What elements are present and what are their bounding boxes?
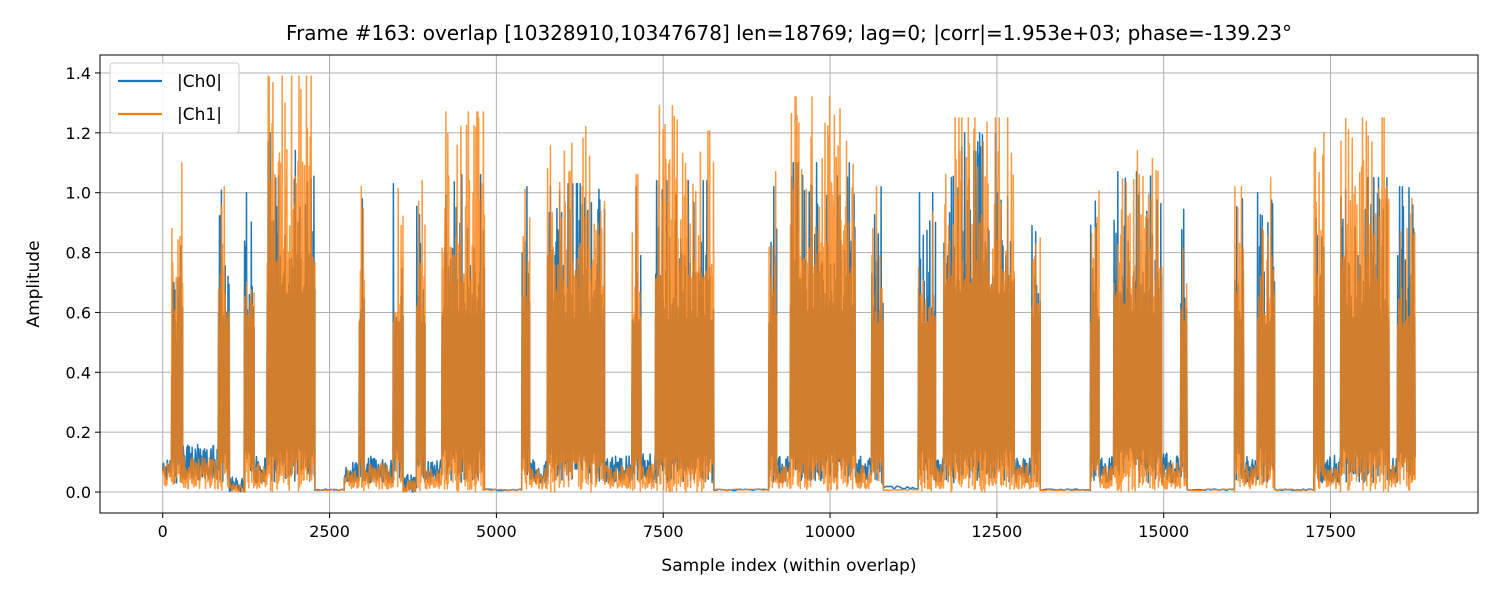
y-tick-label: 1.0 [66,184,91,203]
x-tick-label: 7500 [643,522,684,541]
x-tick-label: 10000 [805,522,856,541]
y-tick-label: 1.4 [66,64,91,83]
series-ch1-line [161,75,1416,493]
x-tick-label: 17500 [1305,522,1356,541]
y-tick-label: 0.6 [66,303,91,322]
y-tick-label: 0.4 [66,363,91,382]
chart-title: Frame #163: overlap [10328910,10347678] … [286,21,1292,45]
x-axis-ticks: 0 2500 5000 7500 10000 12500 15000 17500 [158,513,1356,541]
x-tick-label: 2500 [309,522,350,541]
grid-layer [100,55,1478,513]
x-tick-label: 12500 [971,522,1022,541]
y-tick-label: 0.8 [66,244,91,263]
x-tick-label: 5000 [476,522,517,541]
y-axis-ticks: 0.0 0.2 0.4 0.6 0.8 1.0 1.2 1.4 [66,64,100,502]
series-line-ch1 [161,75,1416,493]
plot-frame [99,54,1479,514]
y-tick-label: 0.0 [66,483,91,502]
legend-label-ch1: |Ch1| [177,105,222,125]
x-tick-label: 15000 [1138,522,1189,541]
x-axis-title: Sample index (within overlap) [661,556,916,576]
y-axis-title: Amplitude [24,240,44,327]
y-tick-label: 0.2 [66,423,91,442]
x-tick-label: 0 [158,522,168,541]
y-tick-label: 1.2 [66,124,91,143]
legend-label-ch0: |Ch0| [177,72,222,92]
legend: |Ch0| |Ch1| [109,62,240,134]
